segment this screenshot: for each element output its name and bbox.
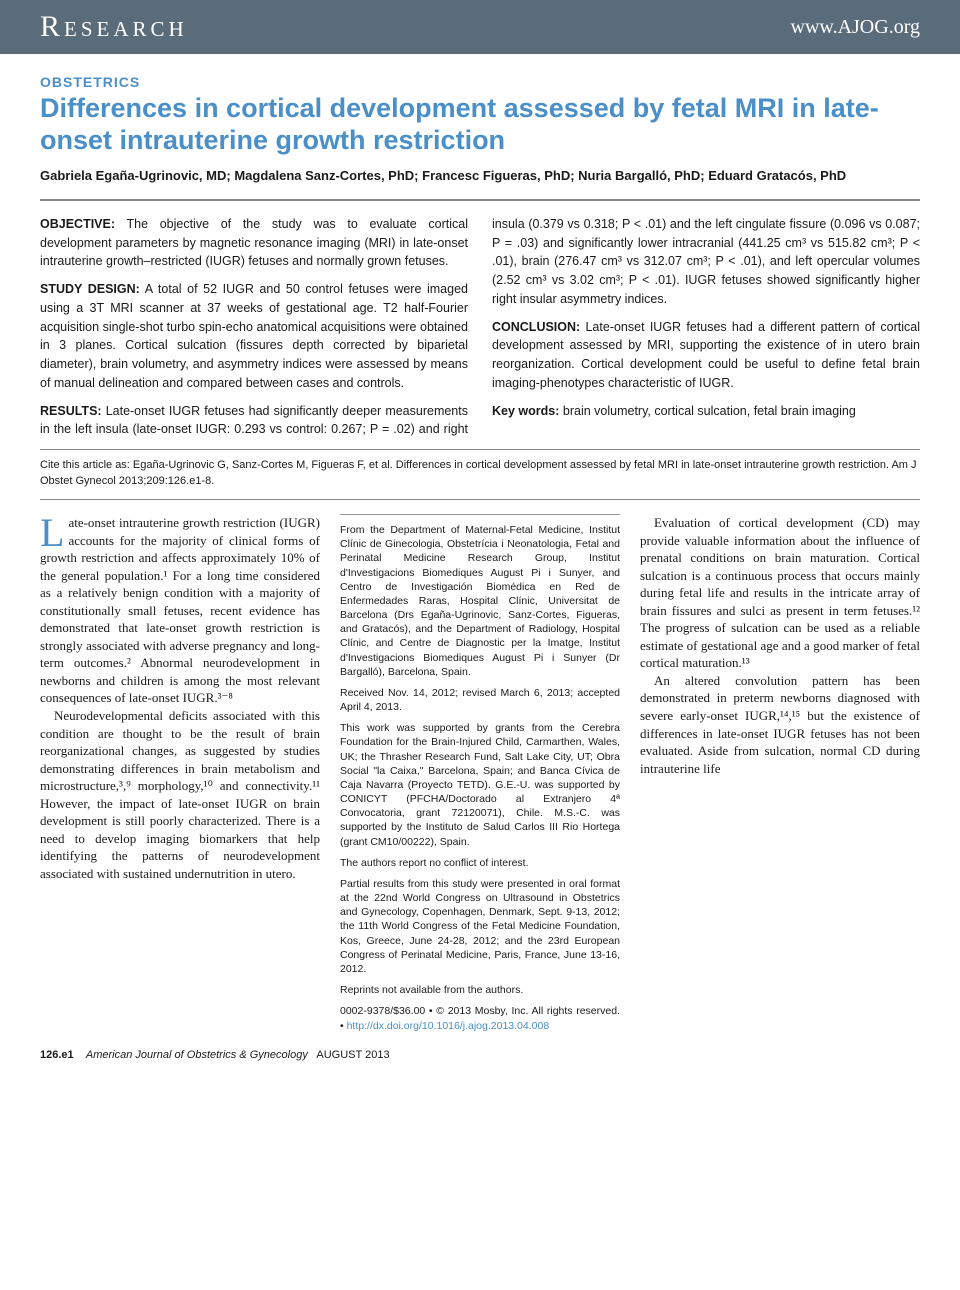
body-text-span: ate-onset intrauterine growth restrictio… (40, 515, 320, 705)
page-content: OBSTETRICS Differences in cortical devel… (0, 54, 960, 1043)
abstract-keywords: Key words: brain volumetry, cortical sul… (492, 402, 920, 421)
abstract-label: CONCLUSION: (492, 320, 580, 334)
affil-text: Partial results from this study were pre… (340, 877, 620, 976)
abstract-text: brain volumetry, cortical sulcation, fet… (563, 404, 856, 418)
abstract-text: A total of 52 IUGR and 50 control fetuse… (40, 282, 468, 390)
author-list: Gabriela Egaña-Ugrinovic, MD; Magdalena … (40, 167, 920, 185)
issue-date: AUGUST 2013 (316, 1049, 389, 1061)
abstract-design: STUDY DESIGN: A total of 52 IUGR and 50 … (40, 280, 468, 393)
article-category: OBSTETRICS (40, 74, 920, 90)
page-number: 126.e1 (40, 1049, 74, 1061)
page-footer: 126.e1 American Journal of Obstetrics & … (0, 1043, 960, 1073)
affil-doi-line: 0002-9378/$36.00 • © 2013 Mosby, Inc. Al… (340, 1004, 620, 1032)
abstract-label: STUDY DESIGN: (40, 282, 140, 296)
journal-name: American Journal of Obstetrics & Gynecol… (86, 1049, 308, 1061)
affil-text: From the Department of Maternal-Fetal Me… (340, 523, 620, 679)
divider (40, 449, 920, 450)
abstract-label: Key words: (492, 404, 559, 418)
dropcap-letter: L (40, 514, 68, 549)
abstract-block: OBJECTIVE: The objective of the study wa… (40, 215, 920, 439)
abstract-label: OBJECTIVE: (40, 217, 115, 231)
divider (40, 499, 920, 500)
divider (40, 199, 920, 201)
section-heading: Research (40, 10, 188, 44)
affiliations-box: From the Department of Maternal-Fetal Me… (340, 514, 620, 1033)
affil-text: This work was supported by grants from t… (340, 721, 620, 849)
affil-text: The authors report no conflict of intere… (340, 856, 620, 870)
affil-text: Received Nov. 14, 2012; revised March 6,… (340, 686, 620, 714)
body-text: Late-onset intrauterine growth restricti… (40, 514, 920, 1033)
doi-link[interactable]: http://dx.doi.org/10.1016/j.ajog.2013.04… (347, 1020, 550, 1032)
citation-line: Cite this article as: Egaña-Ugrinovic G,… (40, 458, 920, 489)
abstract-label: RESULTS: (40, 404, 102, 418)
body-paragraph: Neurodevelopmental deficits associated w… (40, 707, 320, 882)
affil-text: Reprints not available from the authors. (340, 983, 620, 997)
journal-header-bar: Research www.AJOG.org (0, 0, 960, 54)
abstract-objective: OBJECTIVE: The objective of the study wa… (40, 215, 468, 271)
article-title: Differences in cortical development asse… (40, 92, 920, 157)
journal-url: www.AJOG.org (791, 16, 920, 39)
abstract-conclusion: CONCLUSION: Late-onset IUGR fetuses had … (492, 318, 920, 393)
body-paragraph: An altered convolution pattern has been … (640, 672, 920, 777)
body-paragraph: Evaluation of cortical development (CD) … (640, 514, 920, 672)
body-paragraph: Late-onset intrauterine growth restricti… (40, 514, 320, 707)
